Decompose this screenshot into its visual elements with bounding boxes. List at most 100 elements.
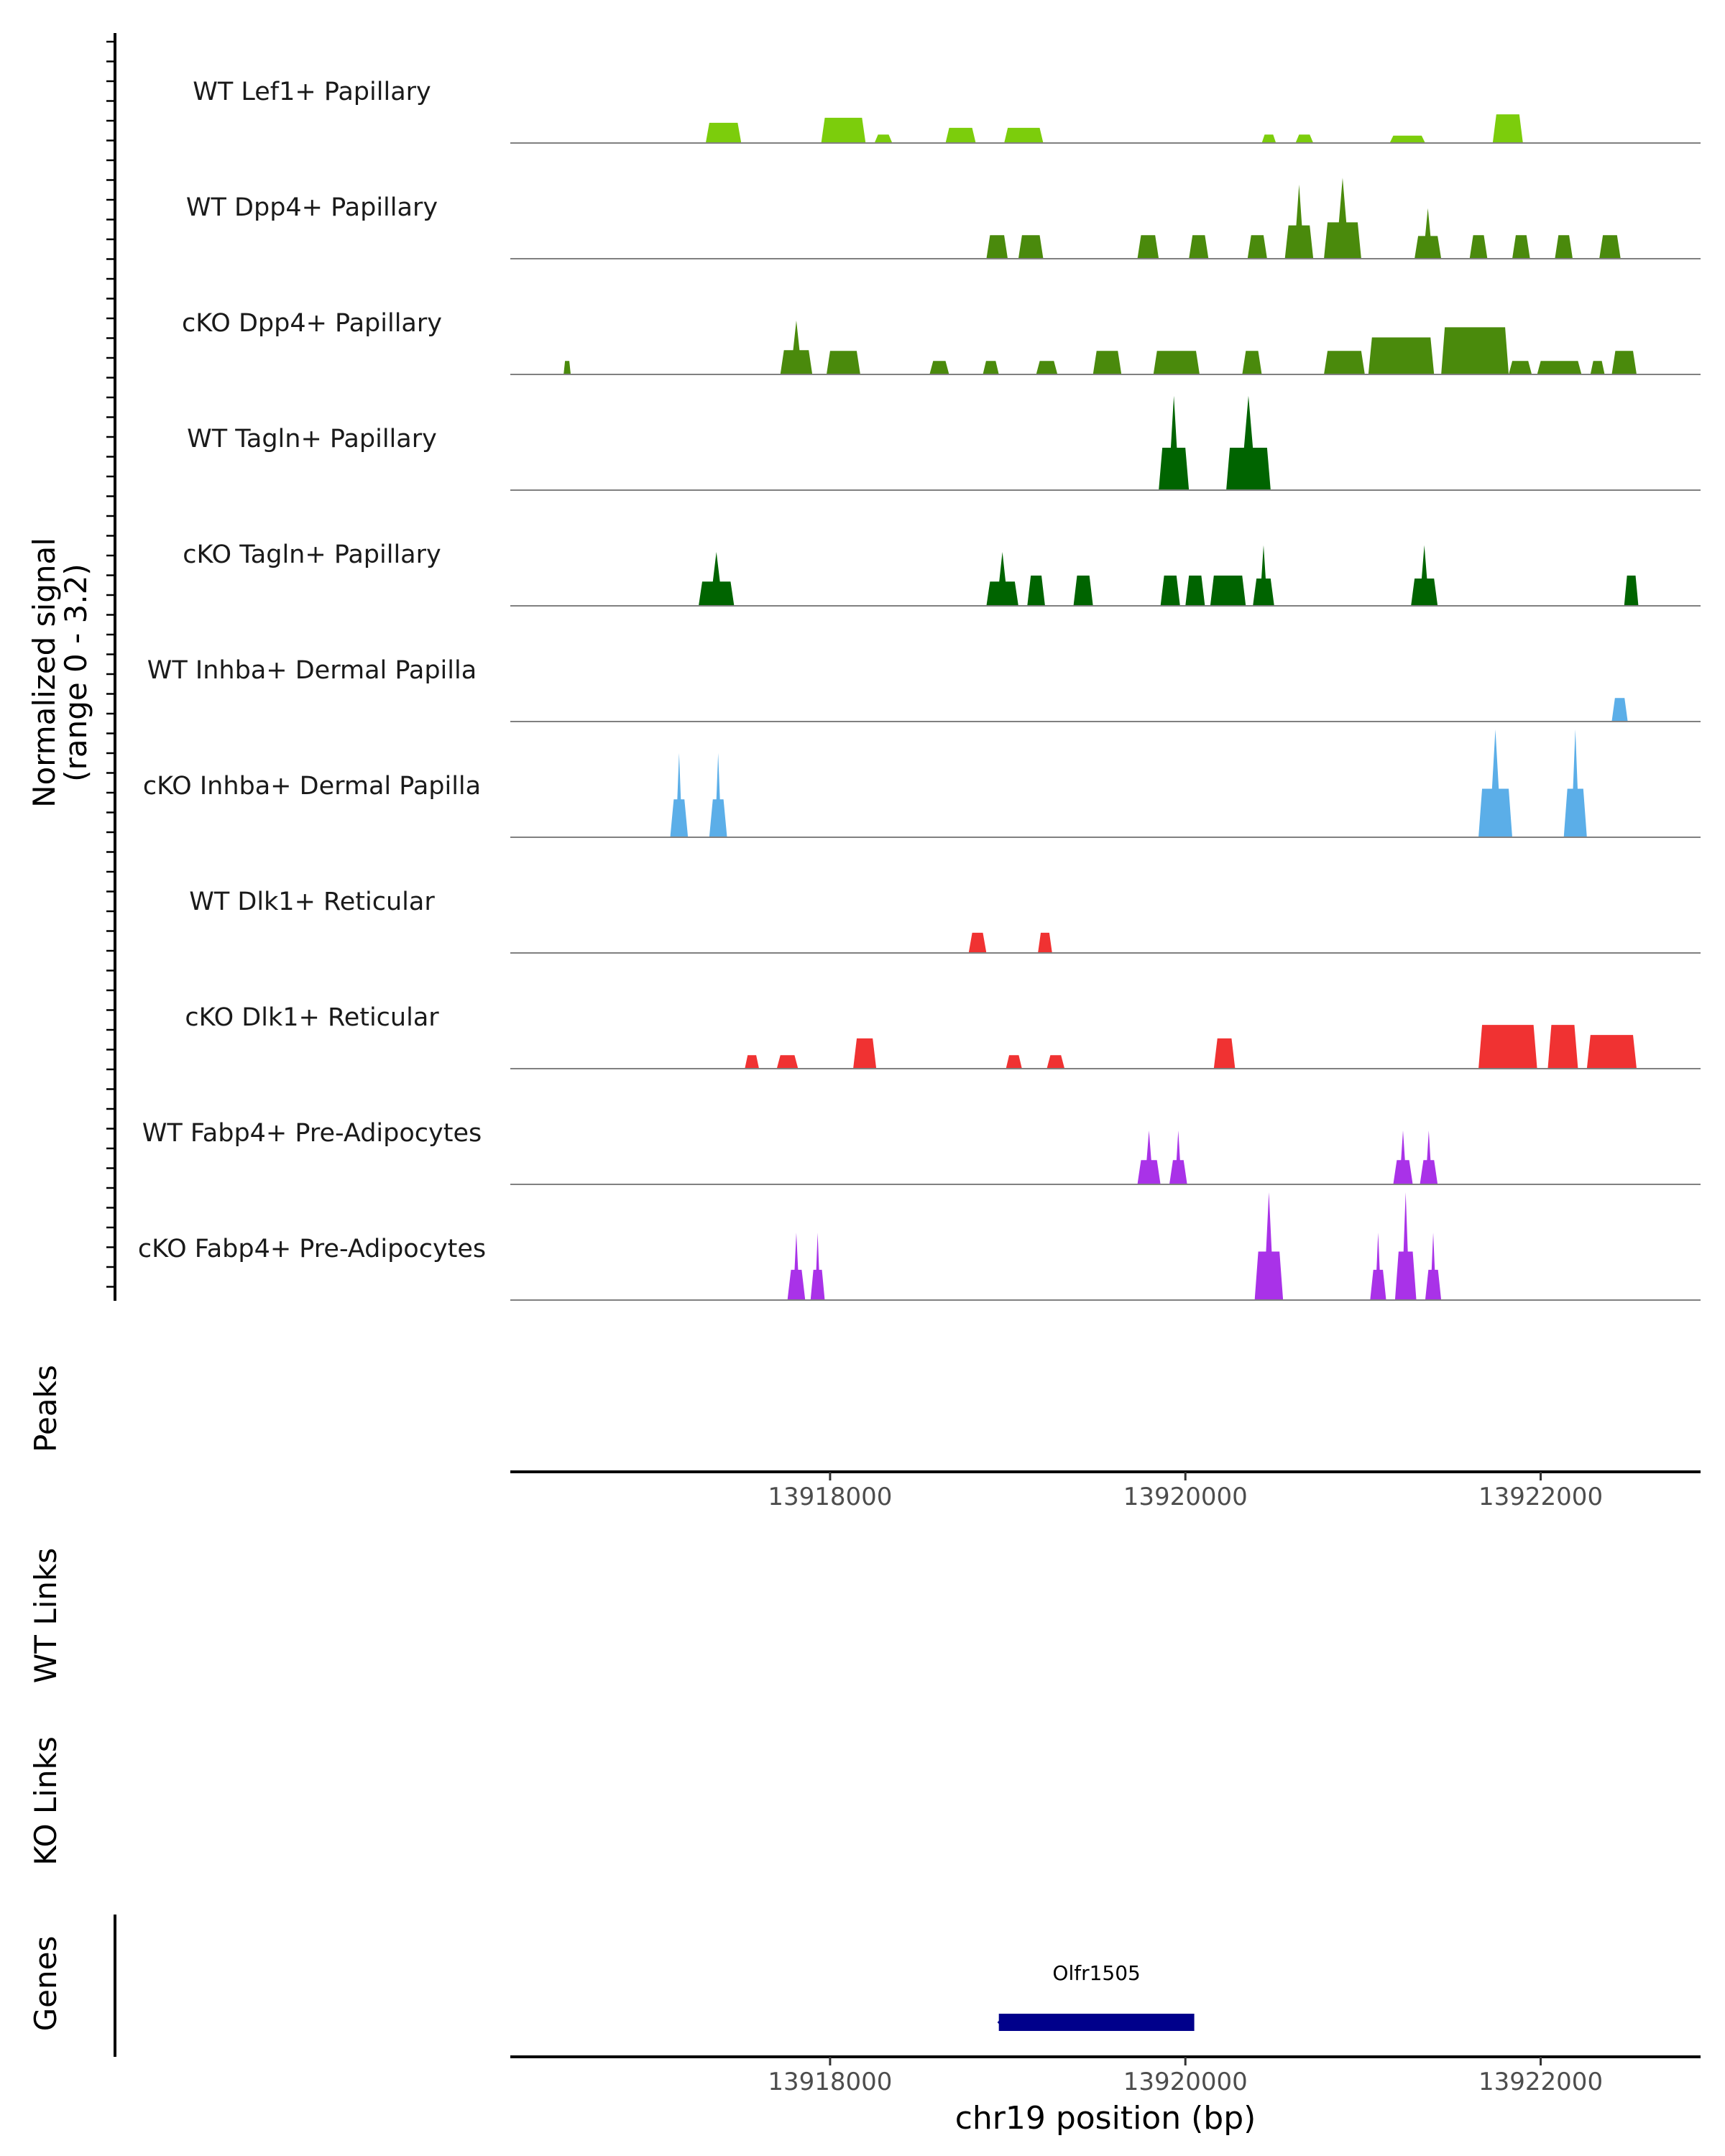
track-label: WT Inhba+ Dermal Papilla (147, 656, 477, 685)
track: WT Inhba+ Dermal Papilla (147, 656, 1701, 722)
track: WT Dpp4+ Papillary (186, 178, 1701, 259)
signal-peak (1092, 351, 1122, 374)
signal-peak (670, 752, 689, 837)
signal-peak (1189, 235, 1209, 259)
track-label: WT Dlk1+ Reticular (189, 888, 435, 916)
signal-peak (1586, 1035, 1637, 1069)
signal-peak (874, 134, 893, 143)
signal-peak (1469, 235, 1488, 259)
signal-peak (1389, 135, 1425, 143)
signal-peak (1370, 1233, 1386, 1300)
track-label: cKO Dlk1+ Reticular (185, 1003, 439, 1032)
x-tick-label: 13922000 (1478, 1483, 1603, 1511)
signal-peak (745, 1055, 760, 1069)
x-tick-label: 13918000 (768, 2068, 892, 2096)
signal-peak (1247, 235, 1267, 259)
signal-peak (1478, 1025, 1537, 1069)
genes-x-axis-ticks: 13918000 13920000 13922000 (768, 2057, 1603, 2096)
signal-peak (1420, 1130, 1438, 1184)
signal-peak (564, 361, 571, 374)
signal-peak (1324, 178, 1361, 259)
x-axis-label: chr19 position (bp) (955, 2100, 1256, 2137)
signal-peak (780, 321, 813, 374)
track: cKO Dpp4+ Papillary (182, 309, 1701, 375)
signal-peak (1509, 361, 1532, 374)
signal-peak (821, 117, 866, 143)
signal-peak (1563, 729, 1587, 837)
signal-peak (826, 351, 860, 374)
signal-peak (1324, 351, 1365, 374)
signal-peak (853, 1038, 877, 1069)
signal-peak (787, 1233, 806, 1300)
wt-links-panel-label: WT Links (28, 1548, 63, 1683)
signal-peak (1624, 575, 1639, 606)
signal-peak (1018, 235, 1044, 259)
signal-peak (1611, 351, 1637, 374)
track-label: cKO Inhba+ Dermal Papilla (143, 772, 481, 801)
signal-peak (1027, 575, 1045, 606)
signal-peak (1537, 361, 1582, 374)
signal-peak (1425, 1233, 1442, 1300)
signal-peak (705, 122, 742, 143)
signal-peak (1394, 1192, 1417, 1300)
track-label: cKO Dpp4+ Papillary (182, 309, 442, 338)
signal-peak (1253, 545, 1274, 606)
gene-annotations: Olfr1505 (997, 1961, 1195, 2031)
signal-peak (1547, 1025, 1578, 1069)
signal-peak (1555, 235, 1573, 259)
signal-peak (1393, 1130, 1413, 1184)
peaks-x-axis-ticks: 13918000 13920000 13922000 (768, 1472, 1603, 1511)
coverage-tracks: WT Lef1+ Papillary WT Dpp4+ Papillary cKO … (138, 78, 1701, 1301)
strand-arrow (997, 2015, 1006, 2030)
signal-peak (1137, 235, 1159, 259)
signal-peak (810, 1233, 825, 1300)
signal-peak (929, 361, 949, 374)
signal-peak (1038, 932, 1052, 953)
signal-peak (1295, 134, 1314, 143)
coverage-y-ticks (106, 40, 115, 1288)
track: WT Lef1+ Papillary (193, 78, 1701, 144)
signal-peak (1153, 351, 1200, 374)
signal-peak (983, 361, 999, 374)
track-label: WT Tagln+ Papillary (187, 425, 437, 453)
signal-peak (1611, 698, 1628, 722)
signal-peak (698, 552, 735, 606)
x-tick-label: 13920000 (1123, 2068, 1248, 2096)
signal-peak (1226, 395, 1271, 490)
signal-peak (1284, 184, 1314, 259)
signal-peak (1213, 1038, 1236, 1069)
signal-peak (968, 932, 987, 953)
signal-peak (986, 235, 1008, 259)
gene-label: Olfr1505 (1052, 1961, 1140, 1985)
track-label: cKO Tagln+ Papillary (183, 540, 441, 569)
track-label: WT Dpp4+ Papillary (186, 193, 438, 222)
track: cKO Tagln+ Papillary (183, 540, 1701, 607)
y-axis-label-line2: (range 0 - 3.2) (58, 563, 93, 782)
signal-peak (1004, 127, 1044, 143)
signal-peak (1492, 114, 1523, 143)
signal-peak (1512, 235, 1530, 259)
signal-peak (945, 127, 976, 143)
track: cKO Fabp4+ Pre-Adipocytes (138, 1192, 1701, 1301)
signal-peak (1073, 575, 1093, 606)
peaks-panel-label: Peaks (28, 1365, 63, 1452)
track: WT Fabp4+ Pre-Adipocytes (142, 1119, 1701, 1185)
x-tick-label: 13922000 (1478, 2068, 1603, 2096)
track: WT Dlk1+ Reticular (189, 888, 1701, 954)
signal-peak (1137, 1130, 1161, 1184)
gene-exon (998, 2014, 1195, 2031)
signal-peak (1185, 575, 1205, 606)
track: cKO Dlk1+ Reticular (185, 1003, 1701, 1069)
signal-peak (1414, 208, 1442, 259)
signal-peak (1441, 327, 1509, 374)
signal-peak (1160, 575, 1180, 606)
signal-peak (1242, 351, 1262, 374)
track-label: WT Fabp4+ Pre-Adipocytes (142, 1119, 482, 1148)
signal-peak (986, 552, 1018, 606)
track-label: WT Lef1+ Papillary (193, 78, 431, 106)
x-tick-label: 13920000 (1123, 1483, 1248, 1511)
signal-peak (1169, 1130, 1187, 1184)
signal-peak (1478, 729, 1513, 837)
signal-peak (1254, 1192, 1284, 1300)
